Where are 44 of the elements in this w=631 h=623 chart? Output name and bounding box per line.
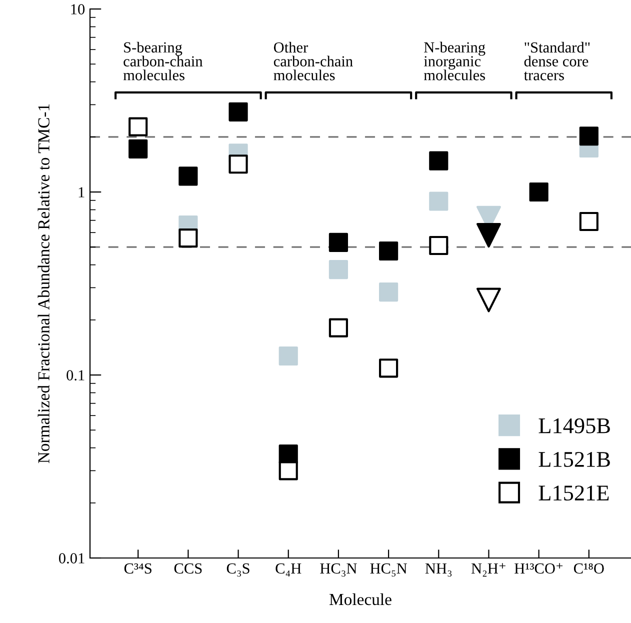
x-tick-label: HC₃N: [320, 563, 357, 577]
y-tick-label: 0.01: [58, 553, 84, 564]
point: [178, 166, 198, 186]
legend-label: L1495B: [538, 418, 610, 434]
y-axis-title: Normalized Fractional Abundance Relative to TMC-1: [38, 104, 50, 464]
point: [429, 236, 448, 256]
annotation: "Standard" dense core tracers: [524, 42, 590, 80]
point: [228, 154, 248, 174]
point: [429, 151, 448, 170]
y-tick-label: 1: [78, 187, 84, 198]
x-tick-label: HC₅N: [370, 563, 407, 577]
x-tick-label: NH₃: [425, 563, 452, 577]
point: [379, 241, 398, 261]
point: [228, 102, 248, 122]
y-tick-label: 10: [71, 4, 85, 14]
point: [379, 282, 398, 302]
x-tick-label: C₃S: [226, 563, 250, 577]
annotation: Other carbon-chain molecules: [274, 42, 353, 80]
annotation: N-bearing inorganic molecules: [424, 42, 486, 80]
x-tick-label: C¹⁸O: [574, 563, 604, 574]
x-tick-label: N₂H⁺: [471, 563, 506, 577]
point: [128, 117, 148, 136]
annotation: S-bearing carbon-chain molecules: [123, 42, 203, 80]
x-tick-label: C₄H: [276, 563, 302, 577]
point: [579, 212, 598, 232]
point: [476, 288, 501, 312]
x-tick-label: H¹³CO⁺: [514, 563, 563, 574]
point: [429, 192, 448, 211]
point: [178, 228, 198, 248]
point: [328, 318, 348, 338]
point: [579, 126, 598, 146]
point: [128, 139, 148, 158]
point: [328, 260, 348, 280]
x-axis-title: Molecule: [330, 593, 392, 606]
legend-label: L1521E: [538, 486, 609, 501]
point: [476, 223, 501, 248]
point: [529, 182, 548, 202]
x-tick-label: CCS: [174, 563, 202, 574]
point: [379, 358, 398, 378]
point: [328, 232, 348, 252]
point: [278, 346, 298, 366]
x-tick-label: C³⁴S: [124, 563, 152, 574]
y-tick-label: 0.1: [66, 370, 84, 381]
legend-label: L1521B: [538, 452, 610, 467]
